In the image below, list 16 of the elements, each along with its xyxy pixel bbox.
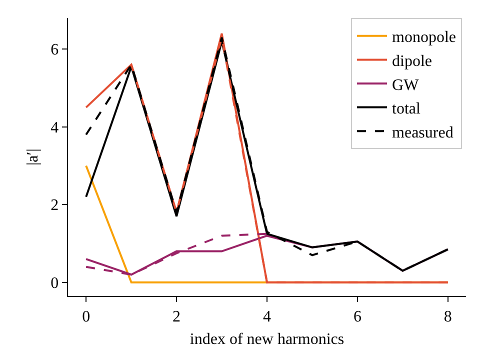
- y-tick-label: 6: [50, 42, 59, 59]
- x-tick-label: 0: [82, 308, 90, 326]
- legend-label: measured: [392, 124, 454, 142]
- legend-label: monopole: [392, 29, 456, 46]
- legend-label: dipole: [392, 52, 432, 70]
- x-tick-label: 8: [444, 308, 452, 326]
- legend-label: GW: [392, 76, 420, 94]
- y-tick-label: 2: [50, 197, 59, 214]
- x-tick-label: 4: [263, 308, 271, 326]
- legend-label: total: [392, 100, 422, 118]
- x-tick-label: 2: [172, 308, 181, 326]
- x-tick-label: 6: [353, 308, 362, 326]
- y-tick-label: 4: [50, 119, 59, 136]
- y-tick-label: 0: [50, 274, 59, 292]
- y-axis-title: |a′|: [24, 148, 42, 166]
- x-axis-title: index of new harmonics: [190, 331, 344, 348]
